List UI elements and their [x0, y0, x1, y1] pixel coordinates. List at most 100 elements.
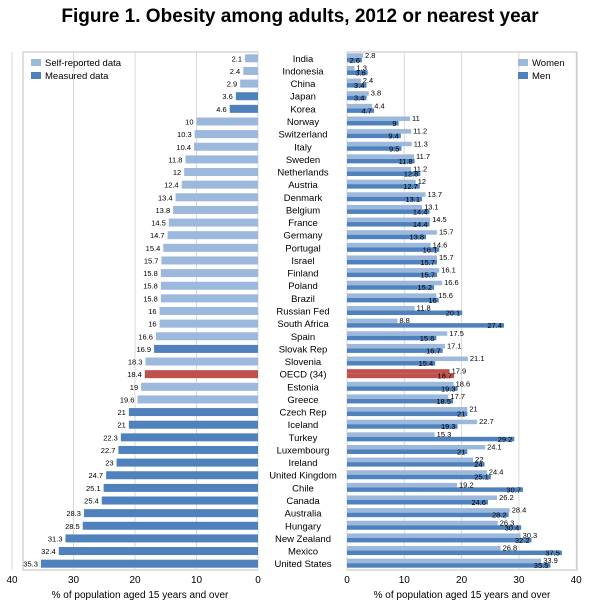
value-label-men: 28.2: [492, 511, 507, 520]
value-label-men: 27.4: [487, 321, 502, 330]
bar-women-sweden: [347, 154, 415, 159]
value-label-men: 25.1: [474, 473, 489, 482]
value-label-left: 28.3: [66, 509, 81, 518]
value-label-women: 2.4: [363, 76, 373, 85]
value-label-men: 15.7: [420, 258, 435, 267]
value-label-women: 1.3: [356, 63, 366, 72]
value-label-left: 10.3: [177, 130, 192, 139]
bar-women-germany: [347, 230, 437, 235]
bar-left-italy: [194, 142, 258, 151]
bar-women-mexico: [347, 546, 501, 551]
country-label: Spain: [291, 332, 315, 343]
value-label-men: 16.7: [426, 346, 441, 355]
bar-women-russian-fed: [347, 306, 415, 311]
bar-women-united-kingdom: [347, 470, 487, 475]
bar-women-portugal: [347, 242, 431, 248]
country-label: Portugal: [285, 243, 320, 254]
value-label-women: 15.7: [439, 253, 454, 262]
value-label-men: 15.2: [417, 283, 432, 292]
value-label-women: 8.8: [399, 316, 409, 325]
value-label-left: 22.3: [103, 433, 118, 442]
country-label: Slovenia: [285, 357, 322, 368]
country-label: United States: [274, 559, 331, 570]
value-label-left: 31.3: [48, 534, 63, 543]
bar-left-netherlands: [184, 168, 258, 177]
value-label-women: 2.8: [365, 51, 375, 60]
bar-women-united-states: [347, 558, 542, 564]
value-label-men: 3.4: [354, 81, 364, 90]
bar-women-chile: [347, 482, 458, 488]
value-label-women: 16.1: [441, 266, 456, 275]
bar-left-united-kingdom: [106, 471, 258, 480]
value-label-women: 17.7: [450, 392, 465, 401]
value-label-women: 18.6: [456, 379, 471, 388]
value-label-men: 37.5: [545, 549, 560, 558]
value-label-women: 13.1: [424, 202, 439, 211]
bar-women-estonia: [347, 381, 454, 387]
country-label: France: [288, 218, 318, 229]
country-label: Germany: [283, 231, 322, 242]
value-label-women: 11: [412, 114, 420, 123]
value-label-men: 20.1: [446, 309, 461, 318]
value-label-left: 10: [185, 117, 193, 126]
value-label-women: 15.6: [438, 291, 453, 300]
country-label: Israel: [291, 256, 314, 267]
bar-men-denmark: [347, 196, 423, 202]
value-label-left: 14.5: [151, 219, 166, 228]
country-label: OECD (34): [280, 370, 327, 381]
bar-men-united-states: [347, 563, 551, 568]
value-label-left: 3.6: [222, 92, 232, 101]
bar-women-indonesia: [347, 65, 355, 71]
value-label-men: 21: [457, 410, 465, 419]
right-tick-label: 30: [513, 575, 525, 586]
value-label-left: 15.8: [143, 282, 158, 291]
value-label-men: 16: [428, 296, 436, 305]
bar-left-canada: [101, 496, 258, 505]
value-label-men: 9.5: [389, 144, 399, 153]
value-label-women: 30.3: [523, 531, 538, 540]
value-label-left: 21: [118, 421, 126, 430]
value-label-men: 13.1: [405, 195, 420, 204]
bar-women-slovenia: [347, 356, 468, 362]
bar-men-canada: [347, 500, 488, 505]
bar-men-italy: [347, 146, 402, 151]
bar-women-turkey: [347, 432, 435, 437]
bar-men-finland: [347, 272, 437, 278]
value-label-women: 17.1: [447, 341, 462, 350]
bar-left-sweden: [185, 155, 258, 164]
bar-women-greece: [347, 394, 449, 399]
value-label-left: 18.4: [127, 370, 142, 379]
value-label-left: 16.9: [136, 345, 151, 354]
value-label-women: 17.9: [452, 367, 467, 376]
value-label-left: 12: [173, 168, 181, 177]
value-label-left: 28.5: [65, 522, 80, 531]
country-label: Italy: [294, 142, 312, 153]
legend-swatch-women: [518, 59, 528, 66]
bar-left-slovak-rep: [154, 344, 258, 353]
value-label-men: 9: [392, 119, 396, 128]
country-label: Switzerland: [278, 130, 327, 141]
country-label: Japan: [290, 92, 316, 103]
bar-left-new-zealand: [65, 534, 258, 543]
bar-women-italy: [347, 141, 412, 147]
value-label-men: 16.1: [423, 245, 438, 254]
bar-men-estonia: [347, 386, 458, 391]
bar-men-iceland: [347, 424, 458, 429]
bar-women-south-africa: [347, 318, 398, 324]
value-label-left: 16: [148, 320, 156, 329]
bar-left-portugal: [163, 243, 258, 252]
value-label-left: 25.4: [84, 497, 99, 506]
bar-left-belgium: [173, 205, 258, 214]
country-label: Sweden: [286, 155, 320, 166]
bar-men-austria: [347, 184, 420, 189]
bar-women-switzerland: [347, 129, 412, 134]
bar-left-south-africa: [159, 319, 258, 328]
country-label: Greece: [287, 395, 318, 406]
bar-left-australia: [83, 509, 258, 518]
bar-men-sweden: [347, 158, 415, 164]
right-tick-label: 0: [344, 575, 350, 586]
bar-men-oecd-34: [347, 373, 455, 379]
bar-women-czech-rep: [347, 407, 468, 412]
value-label-women: 11.2: [413, 127, 427, 136]
value-label-women: 11.8: [417, 304, 431, 313]
